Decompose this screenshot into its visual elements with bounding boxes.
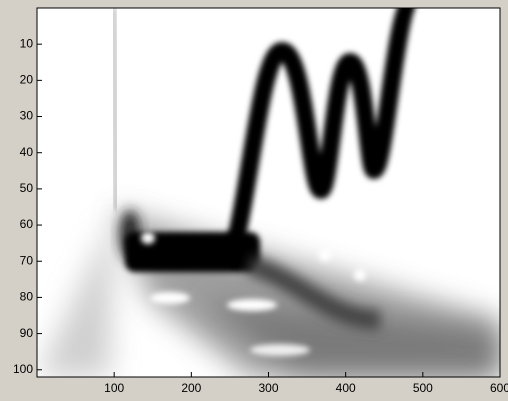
x-tick-label: 100 [104,381,124,395]
y-tick-label: 60 [20,217,34,231]
y-tick-label: 10 [20,36,34,50]
y-tick-label: 30 [20,109,34,123]
x-tick-label: 400 [336,381,356,395]
x-tick-label: 500 [413,381,433,395]
image [37,8,500,377]
y-tick-label: 80 [20,290,34,304]
y-tick-label: 40 [20,145,34,159]
y-tick-label: 20 [20,73,34,87]
x-tick-label: 600 [490,381,508,395]
x-tick-label: 300 [258,381,278,395]
y-tick-label: 70 [20,253,34,267]
x-tick-label: 200 [181,381,201,395]
y-tick-label: 90 [20,326,34,340]
y-tick-label: 100 [13,362,33,376]
y-tick-label: 50 [20,181,34,195]
